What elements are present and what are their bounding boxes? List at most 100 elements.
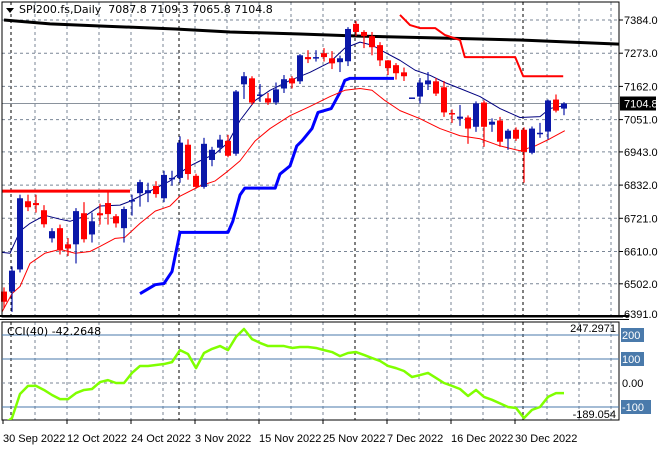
ohlc-values: 7087.8 7109.3 7065.8 7104.8 (108, 3, 273, 16)
candle-body (161, 174, 167, 199)
cci-level-label: 100 (622, 354, 640, 366)
candle-body (369, 36, 375, 48)
candle-bearish (401, 67, 407, 82)
candle-body (377, 45, 383, 61)
candle-body (145, 190, 151, 194)
red-step-line (399, 14, 564, 78)
candle-body (97, 213, 103, 216)
date-label: 3 Nov 2022 (195, 433, 251, 445)
candle-bearish (265, 92, 271, 105)
candle-body (257, 94, 263, 96)
candle-body (81, 213, 87, 240)
candle-bearish (249, 76, 255, 105)
candle-body (105, 203, 111, 215)
candle-bearish (553, 94, 559, 113)
candle-bearish (33, 194, 39, 213)
candle-body (249, 78, 255, 103)
candle-bullish (417, 78, 423, 104)
cci-scale-max: 247.2971 (570, 323, 616, 335)
candle-bullish (233, 89, 239, 156)
price-tick-label: 7051.0 (624, 115, 658, 127)
candle-bullish (425, 72, 431, 90)
candle-bearish (81, 202, 87, 243)
date-label: 30 Dec 2022 (515, 433, 577, 445)
candle-bullish (529, 126, 535, 155)
candle-bullish (121, 206, 127, 243)
candle-body (553, 99, 559, 111)
candle-body (121, 209, 127, 229)
candle-bullish (177, 136, 183, 183)
candle-body (33, 203, 39, 206)
candle-body (505, 130, 511, 139)
candle-body (313, 57, 319, 59)
cci-name: CCI(40) (7, 325, 49, 338)
candle-body (217, 139, 223, 148)
candle-bullish (217, 134, 223, 153)
candle-body (9, 270, 15, 292)
candle-body (73, 211, 79, 245)
candle-bearish (321, 48, 327, 62)
slow-ma-line (2, 87, 566, 313)
cci-level-label: 0.00 (622, 378, 643, 390)
price-tick-label: 7273.0 (624, 48, 658, 60)
candle-bearish (465, 115, 471, 144)
candle-bullish (137, 179, 143, 207)
candle-bullish (49, 228, 55, 243)
price-tick-label: 6832.0 (624, 180, 658, 192)
candle-bullish (257, 84, 263, 102)
candle-body (1, 291, 7, 302)
price-tick-label: 6502.0 (624, 279, 658, 291)
candle-bullish (337, 55, 343, 73)
candle-body (289, 78, 295, 84)
candle-bearish (113, 214, 119, 228)
candle-body (89, 221, 95, 235)
candle-bearish (377, 42, 383, 67)
candle-body (201, 143, 207, 187)
candle-bullish (561, 102, 567, 116)
candle-bullish (9, 266, 15, 312)
candle-body (465, 117, 471, 129)
blue-step-line (139, 76, 394, 295)
candle-body (489, 121, 495, 125)
candle-body (153, 185, 159, 195)
candle-bullish (89, 212, 95, 243)
candle-body (353, 23, 359, 32)
candle-bullish (545, 99, 551, 140)
candle-bearish (361, 30, 367, 49)
candle-bearish (185, 139, 191, 180)
candle-bearish (289, 76, 295, 89)
cci-scale-min: -189.054 (573, 409, 616, 421)
candle-bearish (193, 173, 199, 189)
candle-body (241, 76, 247, 85)
candle-body (57, 228, 63, 251)
candle-bullish (169, 170, 175, 186)
dropdown-triangle-icon[interactable] (6, 7, 14, 13)
candle-bearish (481, 100, 487, 147)
candle-body (545, 100, 551, 132)
candle-bullish (161, 170, 167, 203)
candle-bearish (305, 50, 311, 64)
candle-body (425, 80, 431, 85)
candle-body (345, 28, 351, 62)
price-tick-label: 6610.0 (624, 246, 658, 258)
candle-bullish (537, 122, 543, 138)
candle-bullish (473, 101, 479, 132)
candle-bullish (241, 72, 247, 99)
price-tick-label: 6721.0 (624, 213, 658, 225)
candle-bullish (209, 146, 215, 167)
price-tick-label: 7384.0 (624, 15, 658, 27)
candle-body (417, 82, 423, 97)
date-label: 7 Dec 2022 (387, 433, 443, 445)
candle-body (65, 244, 71, 249)
candle-body (41, 210, 47, 225)
candle-body (561, 103, 567, 109)
date-label: 15 Nov 2022 (259, 433, 321, 445)
cci-header: CCI(40) -42.2648 (7, 325, 101, 338)
candle-body (297, 55, 303, 82)
candle-body (361, 31, 367, 37)
chart-header: SPI200.fs,Daily 7087.8 7109.3 7065.8 710… (6, 3, 273, 16)
candle-body (17, 198, 23, 270)
candle-bearish (441, 81, 447, 117)
candle-bullish (345, 27, 351, 67)
